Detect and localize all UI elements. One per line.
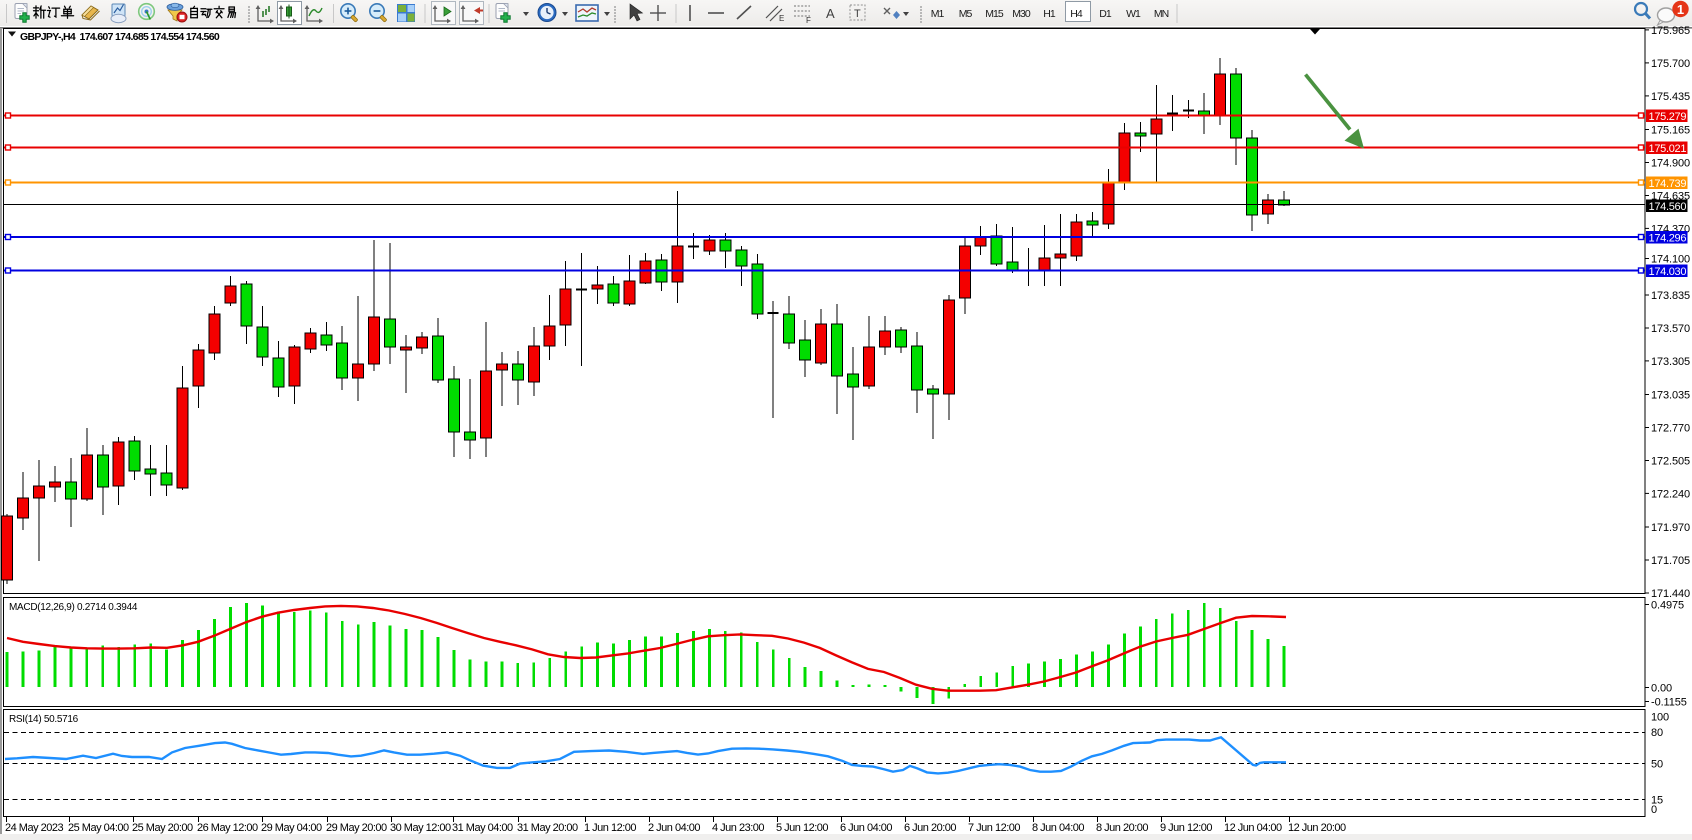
svg-text:6 Jun 20:00: 6 Jun 20:00 <box>904 822 956 834</box>
svg-text:12 Jun 04:00: 12 Jun 04:00 <box>1224 822 1282 834</box>
svg-text:T: T <box>854 8 861 20</box>
svg-text:172.505: 172.505 <box>1651 456 1690 468</box>
svg-text:175.279: 175.279 <box>1649 111 1687 123</box>
svg-text:172.240: 172.240 <box>1651 488 1690 500</box>
svg-text:174.900: 174.900 <box>1651 158 1690 170</box>
svg-text:172.770: 172.770 <box>1651 423 1690 435</box>
svg-text:25 May 04:00: 25 May 04:00 <box>68 822 129 834</box>
svg-text:0.4975: 0.4975 <box>1651 600 1684 612</box>
svg-text:26 May 12:00: 26 May 12:00 <box>197 822 258 834</box>
svg-text:175.965: 175.965 <box>1651 25 1690 37</box>
svg-text:7 Jun 12:00: 7 Jun 12:00 <box>968 822 1020 834</box>
svg-text:174.100: 174.100 <box>1651 254 1690 266</box>
svg-text:15: 15 <box>1651 795 1663 807</box>
svg-text:D1: D1 <box>1099 8 1112 20</box>
svg-text:29 May 04:00: 29 May 04:00 <box>261 822 322 834</box>
svg-text:174.296: 174.296 <box>1649 233 1687 245</box>
svg-text:31 May 20:00: 31 May 20:00 <box>517 822 578 834</box>
svg-text:171.705: 171.705 <box>1651 555 1690 567</box>
svg-text:W1: W1 <box>1126 8 1141 20</box>
svg-text:175.165: 175.165 <box>1651 125 1690 137</box>
svg-text:M1: M1 <box>931 8 945 20</box>
svg-text:24 May 2023: 24 May 2023 <box>5 822 63 834</box>
svg-text:50: 50 <box>1651 759 1663 771</box>
svg-text:0: 0 <box>1651 804 1657 816</box>
svg-text:GBPJPY-,H4 174.607 174.685 17: GBPJPY-,H4 174.607 174.685 174.554 174.5… <box>20 31 220 43</box>
svg-text:6 Jun 04:00: 6 Jun 04:00 <box>840 822 892 834</box>
svg-text:4 Jun 23:00: 4 Jun 23:00 <box>712 822 764 834</box>
svg-text:80: 80 <box>1651 727 1663 739</box>
svg-text:175.435: 175.435 <box>1651 91 1690 103</box>
svg-text:8 Jun 04:00: 8 Jun 04:00 <box>1032 822 1084 834</box>
svg-text:A: A <box>826 6 835 21</box>
svg-text:H4: H4 <box>1070 8 1083 20</box>
svg-text:MN: MN <box>1154 8 1169 20</box>
svg-text:175.700: 175.700 <box>1651 58 1690 70</box>
svg-text:100: 100 <box>1651 712 1669 724</box>
svg-text:1 Jun 12:00: 1 Jun 12:00 <box>584 822 636 834</box>
svg-text:173.570: 173.570 <box>1651 323 1690 335</box>
svg-text:-0.1155: -0.1155 <box>1651 697 1687 709</box>
svg-text:31 May 04:00: 31 May 04:00 <box>452 822 513 834</box>
svg-text:12 Jun 20:00: 12 Jun 20:00 <box>1288 822 1346 834</box>
svg-text:M30: M30 <box>1012 8 1031 20</box>
svg-text:8 Jun 20:00: 8 Jun 20:00 <box>1096 822 1148 834</box>
svg-text:174.739: 174.739 <box>1649 178 1687 190</box>
svg-text:RSI(14) 50.5716: RSI(14) 50.5716 <box>9 714 79 725</box>
svg-text:M5: M5 <box>959 8 973 20</box>
svg-text:F: F <box>806 16 811 25</box>
svg-text:173.305: 173.305 <box>1651 356 1690 368</box>
svg-text:E: E <box>779 14 784 23</box>
svg-text:173.835: 173.835 <box>1651 290 1690 302</box>
svg-text:171.970: 171.970 <box>1651 522 1690 534</box>
svg-text:MACD(12,26,9) 0.2714 0.3944: MACD(12,26,9) 0.2714 0.3944 <box>9 602 138 613</box>
svg-text:30 May 12:00: 30 May 12:00 <box>390 822 451 834</box>
svg-text:29 May 20:00: 29 May 20:00 <box>326 822 387 834</box>
svg-text:171.440: 171.440 <box>1651 588 1690 600</box>
svg-text:174.560: 174.560 <box>1649 201 1687 213</box>
svg-text:25 May 20:00: 25 May 20:00 <box>132 822 193 834</box>
svg-text:174.030: 174.030 <box>1649 266 1687 278</box>
svg-text:0.00: 0.00 <box>1651 683 1672 695</box>
svg-text:173.035: 173.035 <box>1651 390 1690 402</box>
svg-text:H1: H1 <box>1043 8 1056 20</box>
svg-text:2 Jun 04:00: 2 Jun 04:00 <box>648 822 700 834</box>
svg-text:175.021: 175.021 <box>1649 143 1687 155</box>
svg-text:1: 1 <box>1677 2 1684 17</box>
svg-text:M15: M15 <box>985 8 1004 20</box>
svg-text:5 Jun 12:00: 5 Jun 12:00 <box>776 822 828 834</box>
svg-text:9 Jun 12:00: 9 Jun 12:00 <box>1160 822 1212 834</box>
